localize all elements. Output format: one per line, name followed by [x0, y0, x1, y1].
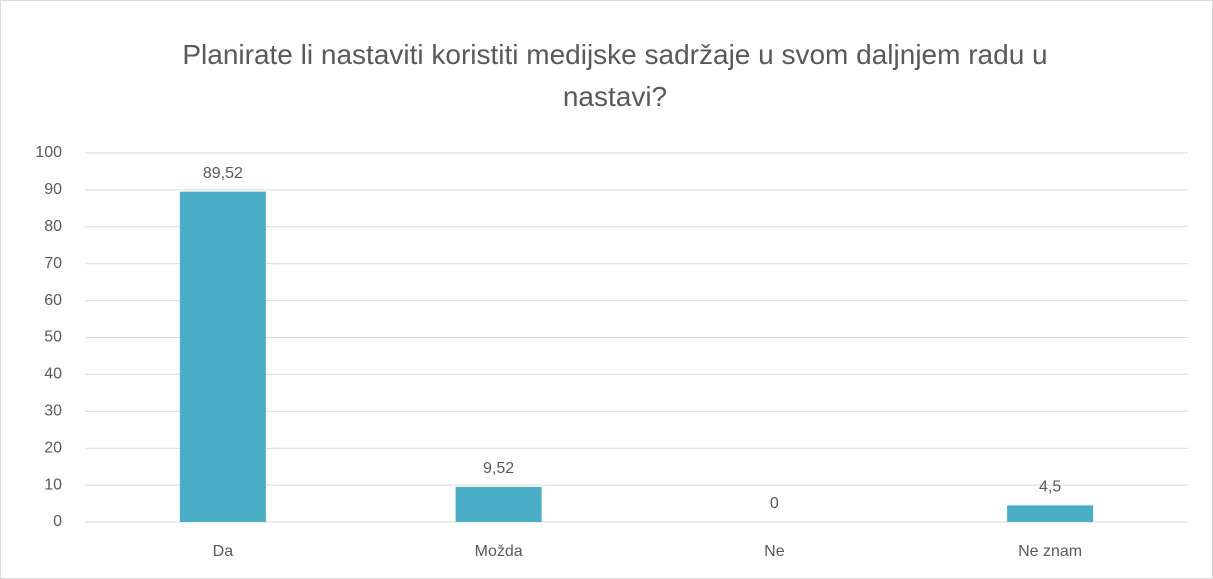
x-tick-label: Ne	[764, 543, 785, 560]
value-label: 89,52	[203, 165, 243, 182]
value-label: 9,52	[483, 460, 514, 477]
value-label: 4,5	[1039, 479, 1061, 496]
y-tick-label: 80	[44, 218, 62, 235]
y-tick-label: 70	[44, 255, 62, 272]
y-tick-label: 20	[44, 439, 62, 456]
y-tick-label: 60	[44, 292, 62, 309]
bar	[179, 191, 266, 522]
y-tick-label: 30	[44, 403, 62, 420]
y-tick-label: 90	[44, 181, 62, 198]
x-tick-label: Ne znam	[1018, 543, 1082, 560]
y-tick-label: 40	[44, 366, 62, 383]
x-tick-label: Da	[213, 543, 234, 560]
y-tick-label: 50	[44, 329, 62, 346]
bar	[1007, 505, 1094, 522]
y-tick-label: 100	[35, 144, 62, 161]
y-tick-label: 0	[53, 513, 62, 530]
bar	[455, 486, 542, 522]
value-label: 0	[770, 495, 779, 512]
x-tick-label: Možda	[475, 543, 523, 560]
y-tick-label: 10	[44, 476, 62, 493]
chart-title: Planirate li nastaviti koristiti medijsk…	[182, 39, 1048, 112]
